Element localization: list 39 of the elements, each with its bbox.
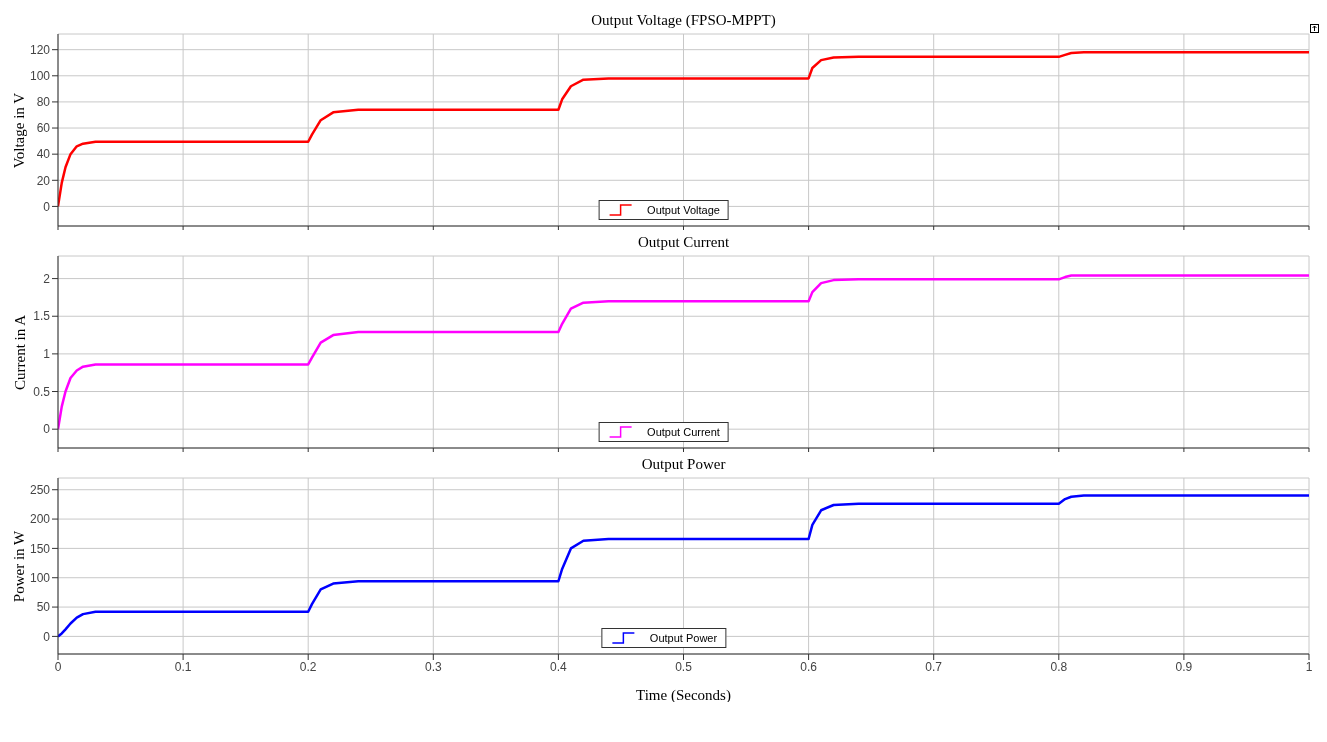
y-axis-title: Power in W — [11, 530, 29, 602]
chart-title: Output Current — [636, 234, 731, 251]
legend-label: Output Voltage — [647, 204, 720, 216]
x-tick-label: 0.5 — [675, 659, 693, 674]
y-tick-label: 250 — [29, 482, 51, 497]
x-tick-label: 0.2 — [299, 659, 317, 674]
y-tick-label: 80 — [36, 95, 51, 110]
y-tick-label: 40 — [36, 147, 51, 162]
line-series — [58, 51, 1309, 208]
y-tick-label: 200 — [29, 512, 51, 527]
x-tick-label: 0.6 — [800, 659, 818, 674]
x-tick-label: 0 — [54, 659, 62, 674]
y-tick-label: 120 — [29, 42, 51, 57]
x-tick-label: 0.7 — [925, 659, 943, 674]
y-tick-label: 0 — [43, 422, 51, 437]
y-axis-title: Current in A — [11, 314, 29, 390]
y-axis-title: Voltage in V — [11, 92, 29, 168]
y-tick-label: 1.5 — [33, 309, 51, 324]
x-tick-label: 0.8 — [1050, 659, 1068, 674]
y-tick-label: 0 — [43, 629, 51, 644]
legend-label: Output Power — [649, 632, 718, 644]
chart-title: Output Power — [640, 456, 727, 473]
y-tick-label: 100 — [29, 69, 51, 84]
y-tick-label: 0.5 — [33, 384, 51, 399]
y-tick-label: 2 — [43, 271, 51, 286]
x-tick-label: 0.3 — [424, 659, 442, 674]
y-tick-label: 100 — [29, 570, 51, 585]
x-tick-label: 0.1 — [174, 659, 192, 674]
x-tick-label: 1 — [1305, 659, 1313, 674]
x-tick-label: 0.9 — [1175, 659, 1193, 674]
x-tick-label: 0.4 — [550, 659, 568, 674]
chart-title: Output Voltage (FPSO-MPPT) — [590, 12, 777, 29]
y-tick-label: 50 — [36, 600, 51, 615]
legend-label: Output Current — [647, 426, 720, 438]
y-tick-label: 150 — [29, 541, 51, 556]
y-tick-label: 20 — [36, 173, 51, 188]
y-tick-label: 60 — [36, 121, 51, 136]
y-tick-label: 0 — [43, 199, 51, 214]
y-tick-label: 1 — [43, 347, 51, 362]
